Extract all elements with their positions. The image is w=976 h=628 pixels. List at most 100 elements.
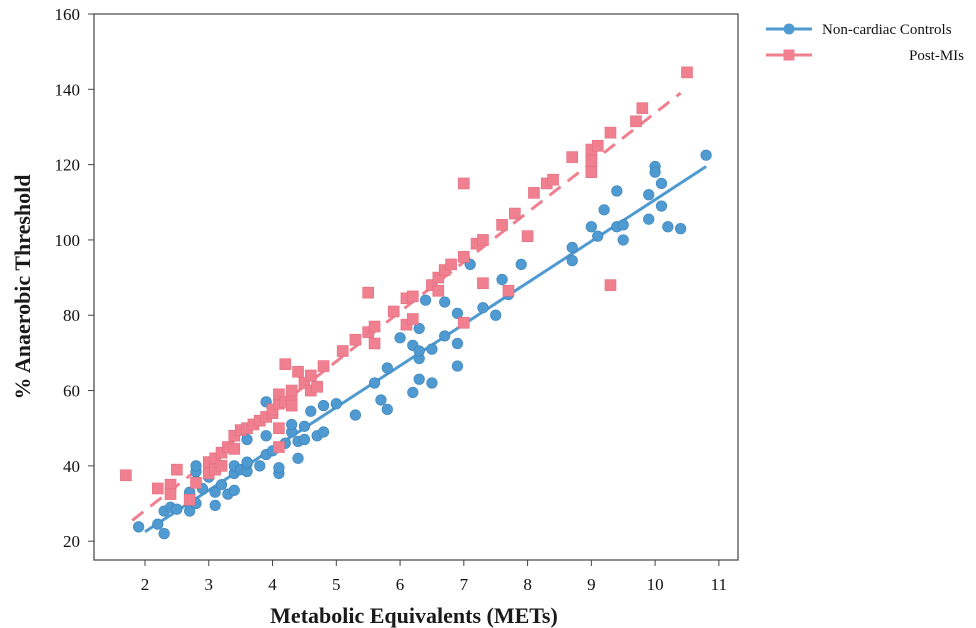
y-tick-label: 160 <box>55 5 81 24</box>
point-controls <box>700 149 712 161</box>
point-controls <box>617 219 629 231</box>
point-controls <box>317 426 330 438</box>
point-postmi <box>547 173 559 186</box>
point-controls <box>655 177 668 190</box>
point-controls <box>655 200 668 212</box>
point-controls <box>375 394 387 406</box>
point-controls <box>349 409 362 421</box>
x-tick-label: 11 <box>711 575 727 594</box>
point-postmi <box>311 380 323 393</box>
point-controls <box>368 377 381 389</box>
point-controls <box>241 456 253 468</box>
point-postmi <box>183 493 196 506</box>
point-controls <box>451 307 464 319</box>
legend-marker-controls <box>783 23 795 35</box>
point-postmi <box>477 234 489 246</box>
x-tick-label: 7 <box>460 575 469 594</box>
point-postmi <box>273 422 285 435</box>
point-controls <box>286 418 298 431</box>
point-postmi <box>215 460 228 472</box>
point-controls <box>451 337 464 350</box>
point-postmi <box>477 277 489 290</box>
legend: Non-cardiac Controls Post-MIs <box>766 22 964 64</box>
y-tick-label: 60 <box>63 382 80 401</box>
point-postmi <box>502 284 515 297</box>
point-postmi <box>164 488 177 500</box>
y-tick-label: 40 <box>63 457 80 476</box>
x-tick-label: 6 <box>396 575 405 594</box>
point-controls <box>298 420 311 432</box>
point-controls <box>133 521 145 533</box>
point-postmi <box>458 177 470 190</box>
point-postmi <box>432 271 445 284</box>
point-controls <box>241 433 253 446</box>
point-controls <box>439 296 451 308</box>
point-controls <box>254 460 266 472</box>
point-controls <box>413 322 425 335</box>
point-controls <box>426 343 438 355</box>
point-controls <box>171 503 183 515</box>
point-controls <box>158 528 170 540</box>
legend-item-postmi: Post-MIs <box>766 48 964 64</box>
point-postmi <box>630 115 642 128</box>
point-controls <box>426 377 438 389</box>
point-controls <box>209 499 221 512</box>
point-postmi <box>368 320 381 333</box>
point-postmi <box>273 388 285 401</box>
point-postmi <box>349 333 362 346</box>
point-controls <box>298 433 311 446</box>
point-controls <box>407 386 419 399</box>
point-postmi <box>317 360 330 372</box>
point-controls <box>451 360 464 372</box>
legend-label-controls: Non-cardiac Controls <box>822 22 952 38</box>
point-postmi <box>458 251 470 263</box>
point-postmi <box>362 286 374 299</box>
point-controls <box>413 373 425 385</box>
point-postmi <box>585 155 598 167</box>
point-postmi <box>528 187 540 199</box>
point-postmi <box>285 399 298 412</box>
y-tick-label: 20 <box>63 532 80 551</box>
point-controls <box>152 518 164 530</box>
point-controls <box>490 309 502 321</box>
x-tick-label: 2 <box>141 575 150 594</box>
plot-frame <box>93 13 739 561</box>
point-postmi <box>285 384 298 397</box>
point-controls <box>184 505 196 517</box>
point-postmi <box>273 441 285 453</box>
point-postmi <box>604 279 617 291</box>
x-tick-label: 5 <box>332 575 341 594</box>
point-controls <box>566 241 578 254</box>
legend-label-postmi: Post-MIs <box>909 48 964 64</box>
point-controls <box>215 479 228 491</box>
point-postmi <box>407 290 419 303</box>
point-postmi <box>496 219 508 231</box>
y-tick-label: 100 <box>55 231 81 250</box>
point-postmi <box>636 102 649 114</box>
point-postmi <box>521 230 534 242</box>
point-controls <box>643 213 655 225</box>
point-controls <box>381 362 393 374</box>
y-tick-label: 140 <box>55 80 81 99</box>
point-postmi <box>591 139 604 152</box>
point-controls <box>611 185 623 197</box>
y-tick-label: 80 <box>63 306 80 325</box>
point-controls <box>643 189 655 201</box>
x-tick-label: 3 <box>205 575 214 594</box>
point-postmi <box>279 358 292 370</box>
point-controls <box>675 223 687 235</box>
legend-item-controls: Non-cardiac Controls <box>766 22 952 38</box>
point-controls <box>190 460 202 472</box>
point-postmi <box>298 377 311 389</box>
legend-marker-postmi <box>783 49 795 61</box>
point-controls <box>439 330 451 342</box>
point-controls <box>477 302 489 314</box>
y-tick-label: 120 <box>55 156 81 175</box>
point-postmi <box>585 166 598 178</box>
point-postmi <box>336 345 349 357</box>
point-postmi <box>681 66 693 79</box>
point-postmi <box>368 337 381 350</box>
x-tick-label: 8 <box>523 575 532 594</box>
x-axis-ticks: 2 3 4 5 6 7 8 9 10 11 <box>141 560 727 594</box>
point-controls <box>292 452 304 464</box>
